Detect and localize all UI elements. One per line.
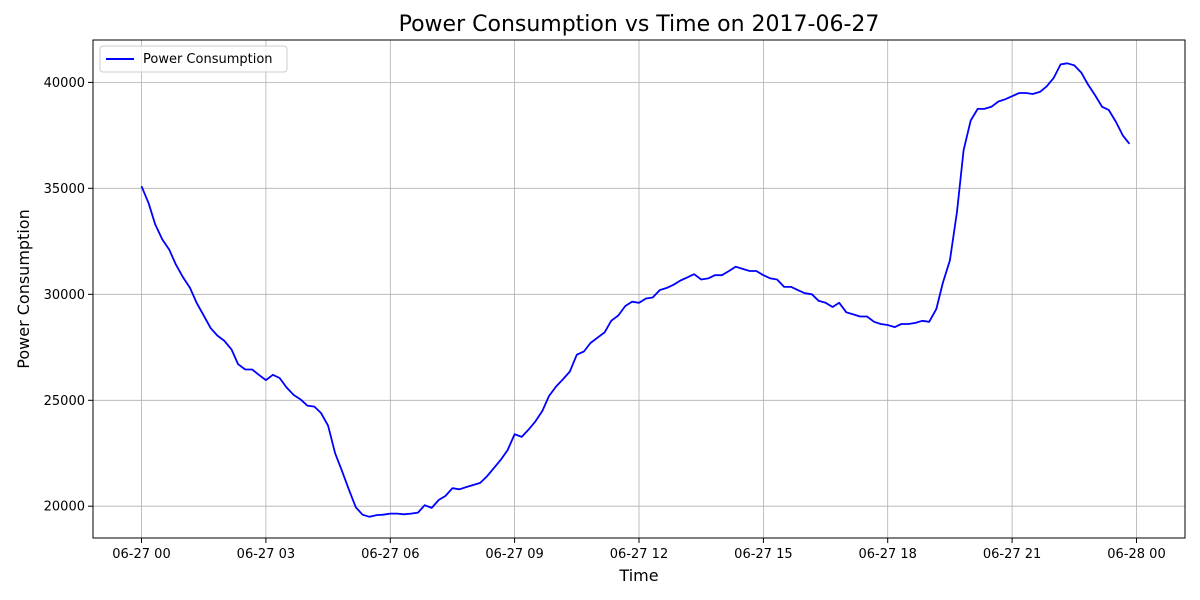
x-tick-label: 06-27 21 xyxy=(983,547,1041,562)
y-tick-label: 40000 xyxy=(44,76,85,91)
x-tick-label: 06-27 03 xyxy=(237,547,295,562)
series-layer xyxy=(140,62,1131,518)
chart-title: Power Consumption vs Time on 2017-06-27 xyxy=(399,12,880,37)
ticks: 06-27 00 06-27 03 06-27 06 06-27 09 06-27 12… xyxy=(44,76,1166,562)
legend-label: Power Consumption xyxy=(143,52,273,67)
grid-lines xyxy=(93,40,1185,538)
y-axis-label: Power Consumption xyxy=(14,209,33,368)
x-tick-label: 06-27 00 xyxy=(112,547,170,562)
x-axis-label: Time xyxy=(618,566,658,585)
x-tick-label: 06-27 09 xyxy=(485,547,543,562)
x-tick-label: 06-27 18 xyxy=(858,547,916,562)
y-tick-label: 20000 xyxy=(44,500,85,515)
x-tick-label: 06-27 15 xyxy=(734,547,792,562)
x-tick-label: 06-27 06 xyxy=(361,547,419,562)
x-tick-label: 06-27 12 xyxy=(610,547,668,562)
y-tick-label: 30000 xyxy=(44,288,85,303)
legend: Power Consumption xyxy=(99,45,288,73)
series-line-power-consumption xyxy=(140,62,1131,518)
y-tick-label: 25000 xyxy=(44,394,85,409)
y-tick-label: 35000 xyxy=(44,182,85,197)
legend-box xyxy=(99,45,288,73)
x-tick-label: 06-28 00 xyxy=(1107,547,1165,562)
